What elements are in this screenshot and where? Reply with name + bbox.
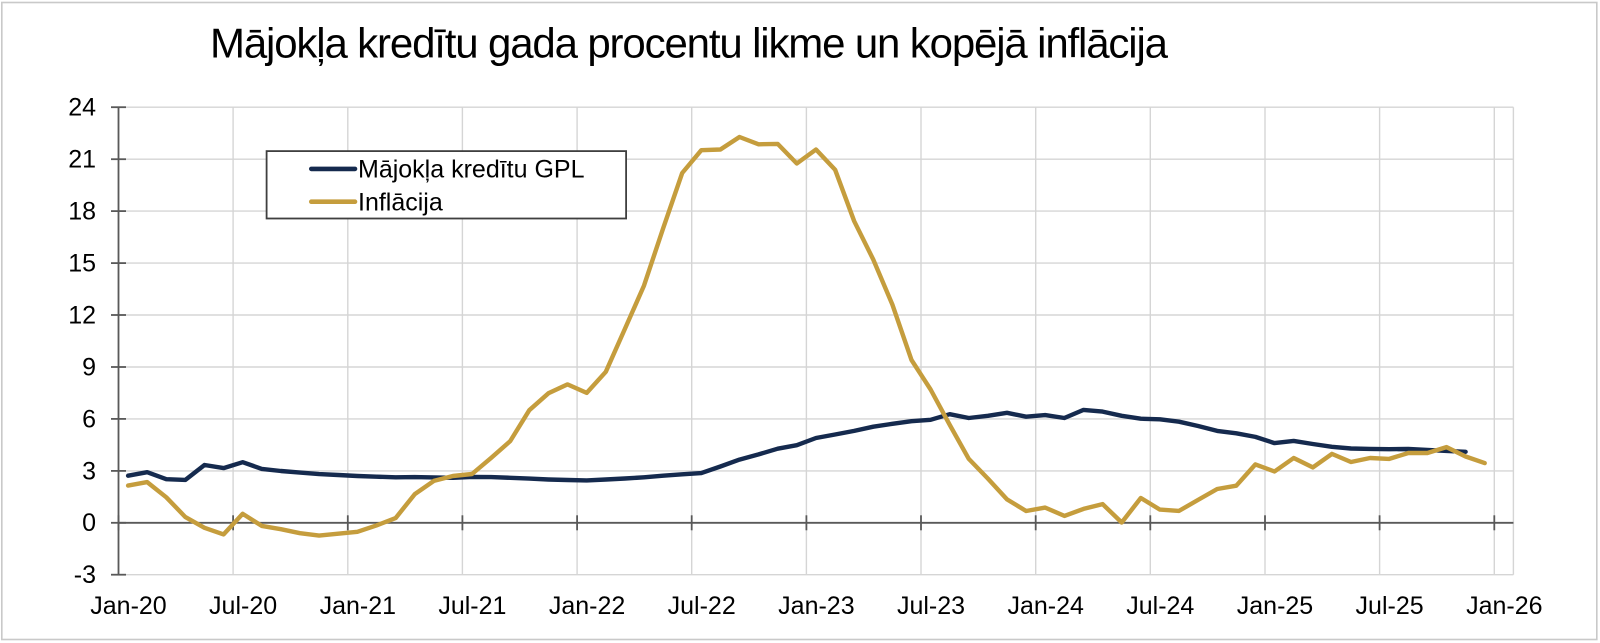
svg-text:Jan-24: Jan-24 xyxy=(1007,592,1084,620)
svg-text:Jul-21: Jul-21 xyxy=(438,592,506,620)
svg-text:21: 21 xyxy=(68,146,96,174)
svg-text:Mājokļa kredītu GPL: Mājokļa kredītu GPL xyxy=(358,156,585,184)
svg-text:Jan-23: Jan-23 xyxy=(778,592,854,620)
svg-text:Jul-24: Jul-24 xyxy=(1126,592,1194,620)
svg-text:18: 18 xyxy=(68,198,96,226)
svg-text:0: 0 xyxy=(82,509,96,537)
svg-text:-3: -3 xyxy=(74,561,96,589)
svg-text:12: 12 xyxy=(68,301,96,329)
svg-text:Inflācija: Inflācija xyxy=(358,188,443,216)
svg-text:9: 9 xyxy=(82,353,96,381)
svg-text:Jul-22: Jul-22 xyxy=(668,592,736,620)
svg-text:Jan-26: Jan-26 xyxy=(1466,592,1542,620)
svg-text:3: 3 xyxy=(82,457,96,485)
svg-text:Jul-20: Jul-20 xyxy=(209,592,277,620)
svg-text:Jan-20: Jan-20 xyxy=(90,592,166,620)
svg-text:24: 24 xyxy=(68,94,96,122)
svg-text:Jan-21: Jan-21 xyxy=(320,592,396,620)
svg-text:6: 6 xyxy=(82,405,96,433)
svg-text:Jul-23: Jul-23 xyxy=(897,592,965,620)
svg-text:Jul-25: Jul-25 xyxy=(1356,592,1424,620)
svg-text:Mājokļa kredītu gada procentu: Mājokļa kredītu gada procentu likme un k… xyxy=(210,20,1169,67)
svg-text:Jan-25: Jan-25 xyxy=(1237,592,1313,620)
svg-text:15: 15 xyxy=(68,250,96,278)
svg-text:Jan-22: Jan-22 xyxy=(549,592,625,620)
